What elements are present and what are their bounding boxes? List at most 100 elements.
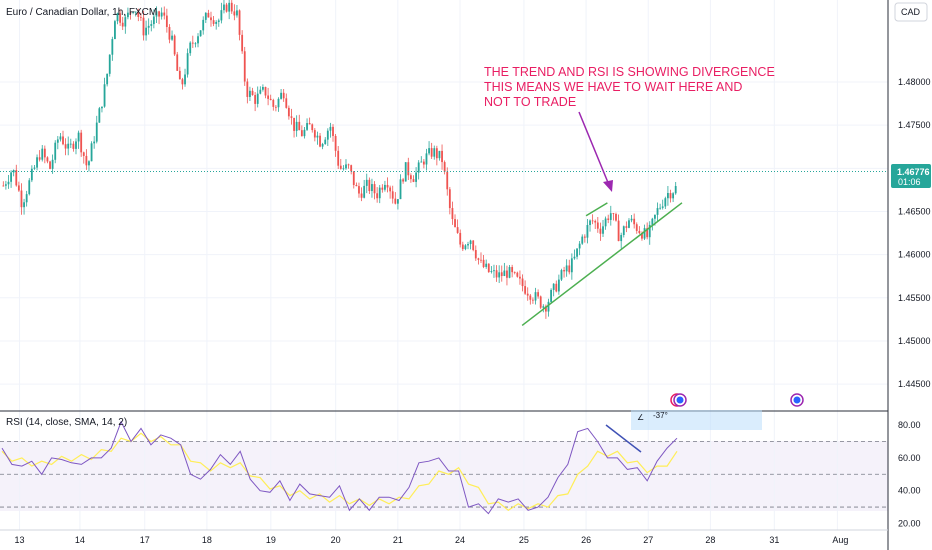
candle-body (498, 272, 501, 278)
divergence-annotation[interactable]: THE TREND AND RSI IS SHOWING DIVERGENCE … (484, 65, 775, 109)
rsi-axis[interactable]: 80.00 60.00 40.00 20.00 (898, 420, 921, 528)
time-tick-label: 17 (140, 535, 150, 545)
symbol-title[interactable]: Euro / Canadian Dollar, 1h, FXCM (6, 7, 157, 18)
candle-body (472, 240, 475, 251)
candle-body (204, 12, 207, 20)
price-panel-bg (0, 0, 888, 410)
candle-body (282, 92, 285, 99)
candle-body (308, 123, 311, 125)
time-tick-label: 18 (202, 535, 212, 545)
candle-body (443, 162, 446, 172)
candle-body (142, 17, 145, 36)
candle-body (578, 243, 581, 249)
current-price-badge (891, 164, 931, 188)
candle-body (215, 21, 218, 24)
candle-body (602, 226, 604, 234)
candle-body (329, 126, 332, 131)
candle-body (324, 139, 327, 145)
candle-body (389, 187, 392, 192)
trendlines (521, 202, 683, 327)
candle-body (217, 20, 220, 22)
candle-body (622, 226, 625, 235)
candle-body (262, 87, 264, 90)
countdown-value: 01:06 (898, 177, 921, 187)
candle-body (570, 258, 573, 273)
candle-body (67, 143, 70, 149)
candle-body (228, 2, 231, 12)
time-tick-label: 26 (581, 535, 591, 545)
currency-button[interactable] (894, 2, 928, 22)
candle-body (20, 190, 23, 208)
time-tick-label: 25 (519, 535, 529, 545)
x-grid (19, 0, 838, 530)
candle-body (17, 185, 20, 191)
candle-body (485, 263, 488, 267)
event-marker[interactable] (670, 393, 687, 407)
candle-body (90, 143, 93, 162)
candle-body (59, 136, 62, 140)
candle-body (516, 272, 519, 277)
candle-body (251, 90, 254, 96)
candle-body (358, 186, 360, 194)
candle-body (438, 150, 441, 159)
rsi-grid (0, 441, 888, 508)
candle-body (648, 224, 651, 238)
candle-body (469, 240, 472, 245)
candle-body (441, 150, 443, 163)
candle-body (599, 228, 602, 234)
event-marker[interactable] (790, 393, 804, 407)
candle-body (384, 184, 386, 190)
candle-body (565, 265, 568, 272)
candle-body (114, 21, 116, 40)
candle-body (612, 213, 615, 215)
candle-body (672, 193, 675, 199)
candle-body (365, 179, 368, 186)
time-tick-label: Aug (832, 535, 848, 545)
candle-body (295, 121, 298, 131)
candle-body (508, 267, 511, 278)
candle-body (194, 43, 197, 45)
candle-body (127, 12, 129, 18)
rsi-divergence-line[interactable] (605, 424, 642, 453)
candle-body (557, 279, 560, 292)
candle-body (43, 148, 46, 158)
rsi-title[interactable]: RSI (14, close, SMA, 14, 2) (6, 417, 127, 428)
annotation-arrow[interactable] (578, 111, 613, 192)
candle-body (72, 143, 75, 149)
candle-body (425, 153, 428, 165)
candle-body (500, 272, 503, 277)
candle-body (583, 236, 586, 238)
candle-body (10, 172, 12, 182)
candle-body (633, 218, 636, 225)
candle-body (467, 244, 469, 246)
candle-body (134, 11, 137, 13)
candle-body (422, 161, 425, 165)
candle-body (373, 184, 376, 194)
candle-body (350, 165, 353, 172)
candle-body (654, 214, 656, 219)
price-axis[interactable]: 1.480001.475001.470001.465001.460001.455… (898, 77, 931, 389)
trendline-upper_channel[interactable] (585, 202, 608, 217)
candle-body (165, 15, 168, 28)
candle-body (103, 84, 106, 107)
candle-body (332, 126, 334, 136)
candle-body (560, 270, 563, 280)
candle-body (93, 141, 96, 144)
candle-body (609, 213, 612, 220)
candle-body (620, 234, 623, 242)
candle-body (412, 179, 415, 182)
candle-body (272, 99, 275, 107)
time-tick-label: 14 (75, 535, 85, 545)
candle-body (641, 233, 643, 239)
candle-body (659, 207, 662, 209)
angle-measure-box[interactable] (631, 410, 762, 430)
candle-body (542, 306, 545, 308)
time-axis[interactable]: 13 14 17 18 19 20 21 24 25 26 27 28 31 Aug (15, 535, 849, 545)
candle-body (64, 144, 67, 149)
candle-body (326, 130, 329, 140)
trendline-lower_support[interactable] (521, 202, 683, 327)
time-tick-label: 21 (393, 535, 403, 545)
candle-body (378, 187, 381, 199)
candle-body (163, 12, 166, 16)
